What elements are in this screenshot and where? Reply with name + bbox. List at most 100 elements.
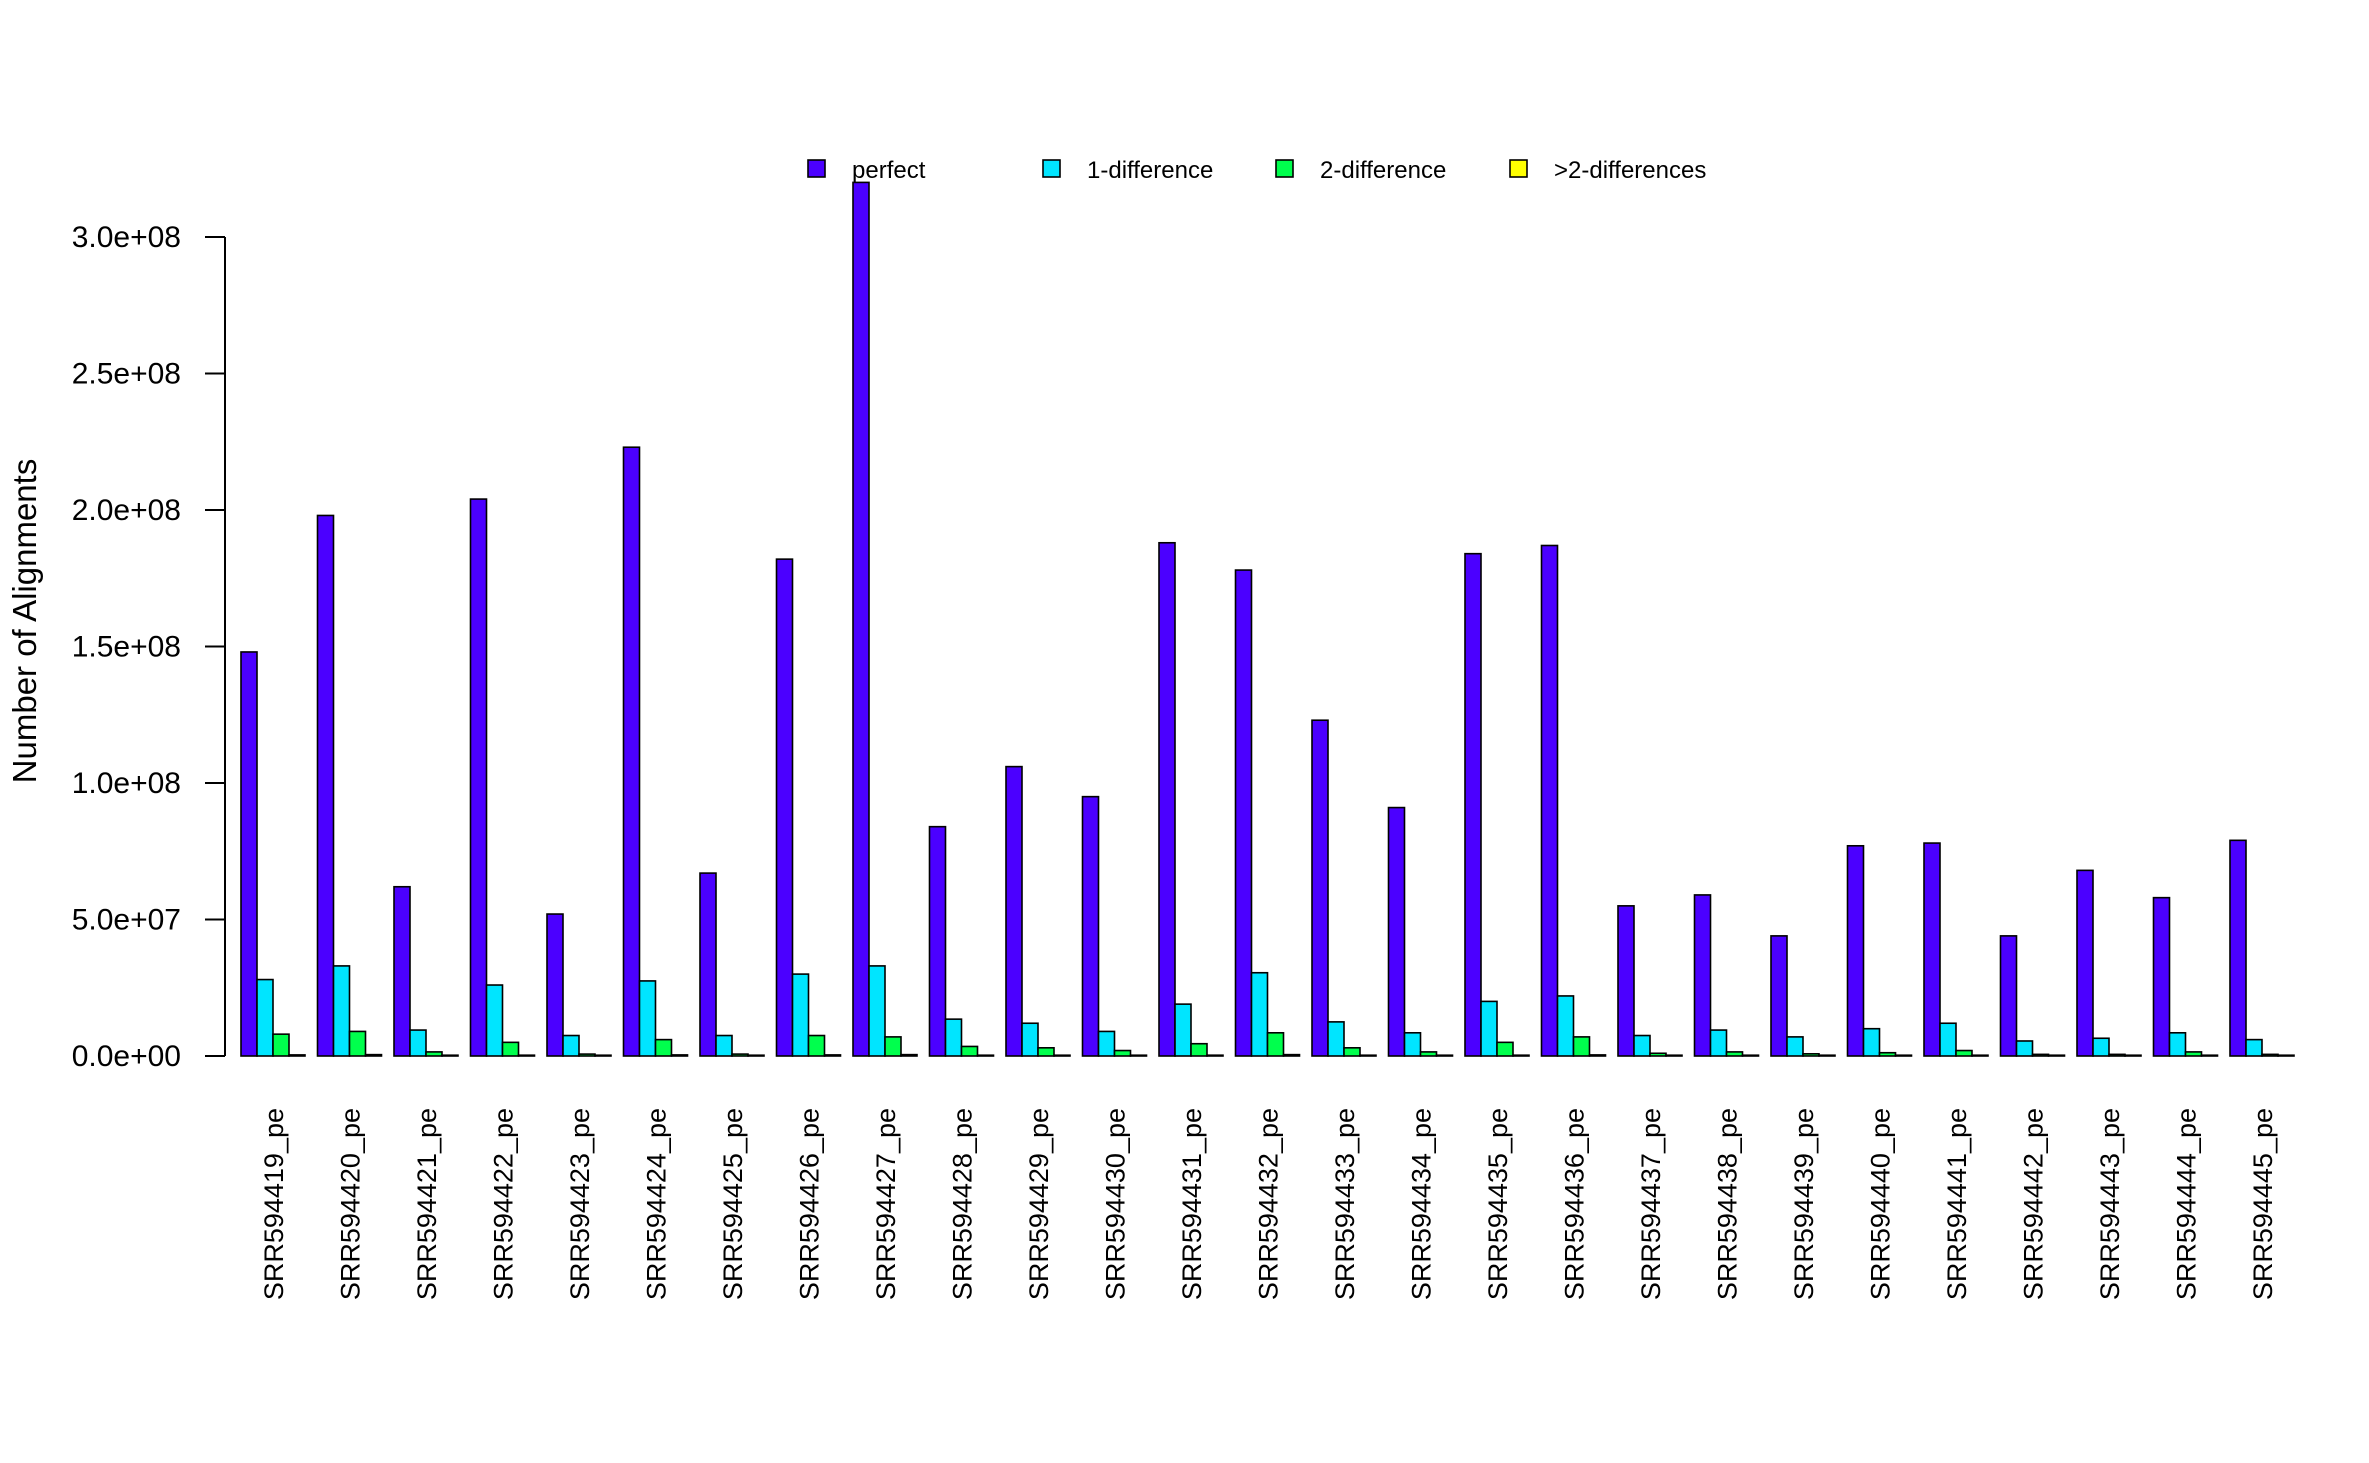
bar-2-difference-srr594441_pe: [1955, 1049, 1973, 1057]
bar-1-difference-srr594445_pe: [2245, 1038, 2263, 1057]
x-category-label-10: SRR594429_pe: [1024, 1108, 1054, 1300]
x-category-label-16: SRR594435_pe: [1483, 1108, 1513, 1300]
y-axis: 0.0e+00 5.0e+07 1.0e+08 1.5e+08 2.0e+08 2.5e+…: [72, 221, 226, 1073]
bar--2-differences-srr594428_pe: [976, 1054, 995, 1057]
bar--2-differences-srr594443_pe: [2124, 1054, 2142, 1057]
x-category-label-1: SRR594420_pe: [336, 1108, 366, 1300]
x-category-label-11: SRR594430_pe: [1101, 1108, 1131, 1300]
legend-swatch-3: [1509, 159, 1528, 178]
bar--2-differences-srr594426_pe: [823, 1054, 842, 1057]
x-category-label-26: SRR594445_pe: [2248, 1108, 2278, 1300]
bar--2-differences-srr594424_pe: [670, 1054, 689, 1057]
bar--2-differences-srr594422_pe: [517, 1054, 536, 1057]
bar-perfect-srr594430_pe: [1081, 795, 1100, 1057]
bar-2-difference-srr594440_pe: [1878, 1051, 1897, 1057]
x-category-label-14: SRR594433_pe: [1330, 1108, 1360, 1300]
bar-perfect-srr594434_pe: [1387, 806, 1406, 1057]
x-category-label-18: SRR594437_pe: [1636, 1108, 1666, 1300]
x-category-label-0: SRR594419_pe: [259, 1108, 289, 1300]
bar-1-difference-srr594442_pe: [2015, 1040, 2034, 1057]
legend-label-0: perfect: [852, 157, 926, 184]
y-tick-label-5: 2.5e+08: [72, 358, 181, 391]
x-category-label-19: SRR594438_pe: [1713, 1108, 1743, 1300]
x-category-label-9: SRR594428_pe: [948, 1108, 978, 1300]
bar-2-difference-srr594433_pe: [1343, 1047, 1361, 1057]
x-category-label-15: SRR594434_pe: [1407, 1108, 1437, 1300]
bar-2-difference-srr594445_pe: [2261, 1053, 2279, 1057]
bar--2-differences-srr594429_pe: [1053, 1054, 1071, 1057]
x-category-label-3: SRR594422_pe: [489, 1108, 519, 1300]
bar-1-difference-srr594423_pe: [562, 1034, 580, 1057]
bar-1-difference-srr594425_pe: [715, 1034, 733, 1057]
bar--2-differences-srr594444_pe: [2200, 1054, 2219, 1057]
x-category-label-17: SRR594436_pe: [1560, 1108, 1590, 1300]
bar-1-difference-srr594428_pe: [944, 1018, 963, 1057]
y-tick-label-6: 3.0e+08: [72, 221, 181, 254]
bar--2-differences-srr594431_pe: [1206, 1054, 1224, 1057]
bar-2-difference-srr594419_pe: [272, 1033, 290, 1057]
x-category-label-8: SRR594427_pe: [871, 1108, 901, 1300]
bar-perfect-srr594420_pe: [316, 514, 335, 1057]
bar--2-differences-srr594423_pe: [594, 1054, 612, 1057]
bar-2-difference-srr594424_pe: [654, 1038, 673, 1057]
bar-perfect-srr594443_pe: [2076, 869, 2094, 1057]
bar-perfect-srr594442_pe: [1999, 935, 2018, 1057]
x-category-label-7: SRR594426_pe: [795, 1108, 825, 1300]
bar-1-difference-srr594443_pe: [2092, 1037, 2110, 1057]
bar--2-differences-srr594438_pe: [1741, 1054, 1760, 1057]
bar--2-differences-srr594420_pe: [364, 1053, 383, 1057]
bar-1-difference-srr594436_pe: [1556, 995, 1575, 1057]
bar-2-difference-srr594439_pe: [1802, 1053, 1820, 1057]
bar-2-difference-srr594423_pe: [578, 1053, 596, 1057]
bar-1-difference-srr594438_pe: [1709, 1029, 1728, 1057]
bar-1-difference-srr594429_pe: [1021, 1022, 1039, 1057]
y-tick-label-4: 2.0e+08: [72, 494, 181, 527]
bar-perfect-srr594433_pe: [1311, 719, 1329, 1057]
bar-perfect-srr594437_pe: [1617, 905, 1635, 1057]
bar--2-differences-srr594432_pe: [1282, 1053, 1301, 1057]
bar-perfect-srr594435_pe: [1464, 552, 1482, 1057]
x-category-label-22: SRR594441_pe: [1942, 1108, 1972, 1300]
bar--2-differences-srr594433_pe: [1359, 1054, 1377, 1057]
legend-label-3: >2-differences: [1554, 157, 1706, 184]
bar-perfect-srr594425_pe: [699, 872, 717, 1057]
bar-2-difference-srr594444_pe: [2184, 1051, 2203, 1057]
bar-perfect-srr594438_pe: [1693, 894, 1712, 1057]
bar--2-differences-srr594421_pe: [441, 1054, 459, 1057]
bar--2-differences-srr594442_pe: [2047, 1054, 2066, 1057]
bar-1-difference-srr594430_pe: [1097, 1030, 1116, 1057]
bar-perfect-srr594444_pe: [2152, 896, 2171, 1057]
legend-label-2: 2-difference: [1320, 157, 1446, 184]
bar-1-difference-srr594420_pe: [332, 965, 351, 1057]
bar-perfect-srr594431_pe: [1158, 541, 1176, 1057]
legend-swatch-1: [1042, 159, 1061, 178]
bar-2-difference-srr594428_pe: [960, 1045, 979, 1057]
y-tick-label-2: 1.0e+08: [72, 767, 181, 800]
legend-label-1: 1-difference: [1087, 157, 1213, 184]
bar-1-difference-srr594439_pe: [1786, 1036, 1804, 1057]
bar-2-difference-srr594431_pe: [1190, 1042, 1208, 1057]
bar-2-difference-srr594435_pe: [1496, 1041, 1514, 1057]
bar-2-difference-srr594430_pe: [1113, 1049, 1132, 1057]
bar--2-differences-srr594440_pe: [1894, 1054, 1913, 1057]
bar-2-difference-srr594443_pe: [2108, 1053, 2126, 1057]
bar-1-difference-srr594421_pe: [409, 1029, 427, 1057]
bar-perfect-srr594421_pe: [393, 885, 411, 1057]
bar--2-differences-srr594434_pe: [1435, 1054, 1454, 1057]
bar-perfect-srr594445_pe: [2229, 839, 2247, 1057]
bar-1-difference-srr594433_pe: [1327, 1021, 1345, 1057]
bar-1-difference-srr594441_pe: [1939, 1022, 1957, 1057]
legend-swatch-2: [1275, 159, 1294, 178]
bar-perfect-srr594426_pe: [775, 558, 794, 1057]
bar-perfect-srr594422_pe: [469, 498, 488, 1057]
bar-2-difference-srr594432_pe: [1266, 1031, 1285, 1057]
y-tick-label-3: 1.5e+08: [72, 631, 181, 664]
bar-perfect-srr594428_pe: [928, 825, 947, 1057]
bar-perfect-srr594423_pe: [546, 913, 564, 1057]
x-category-label-6: SRR594425_pe: [718, 1108, 748, 1300]
x-axis-labels: SRR594419_pe SRR594420_pe SRR594421_pe SRR5…: [259, 1108, 2278, 1300]
bar-perfect-srr594436_pe: [1540, 544, 1559, 1057]
x-category-label-12: SRR594431_pe: [1177, 1108, 1207, 1300]
bar--2-differences-srr594425_pe: [747, 1054, 765, 1057]
x-category-label-24: SRR594443_pe: [2095, 1108, 2125, 1300]
